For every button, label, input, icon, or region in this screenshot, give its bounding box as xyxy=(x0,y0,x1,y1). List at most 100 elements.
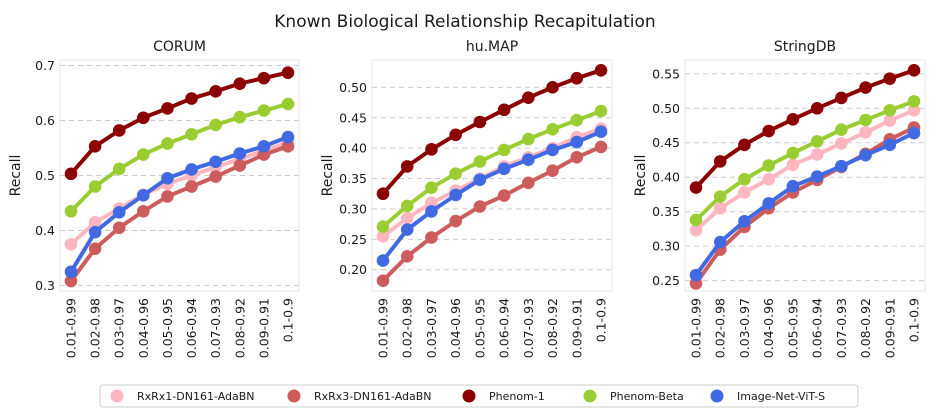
data-point xyxy=(835,123,848,136)
legend-marker xyxy=(287,389,301,403)
y-tick-label: 0.5 xyxy=(35,168,55,183)
x-tick-label: 0.07-0.93 xyxy=(834,298,849,358)
legend-label: RxRx3-DN161-AdaBN xyxy=(314,390,432,403)
series-image-net-vit-s xyxy=(376,125,608,267)
data-point xyxy=(810,170,824,183)
legend-entry-phenom-beta: Phenom-Beta xyxy=(583,389,684,403)
data-point xyxy=(400,160,414,173)
series-phenom-1 xyxy=(64,66,295,181)
data-point xyxy=(400,199,414,213)
data-point xyxy=(738,138,751,152)
data-point xyxy=(64,204,78,218)
data-point xyxy=(738,172,751,186)
data-point xyxy=(257,71,271,85)
data-point xyxy=(907,64,921,77)
series-image-net-vit-s xyxy=(64,130,295,279)
data-point xyxy=(522,132,535,146)
y-tick-label: 0.7 xyxy=(35,58,55,73)
y-tick-label: 0.20 xyxy=(339,262,367,277)
y-tick-label: 0.25 xyxy=(652,273,680,288)
x-tick-label: 0.04-0.96 xyxy=(761,298,776,358)
data-point xyxy=(883,104,897,117)
data-point xyxy=(859,113,872,127)
data-point xyxy=(137,189,150,202)
data-point xyxy=(161,190,174,203)
data-point xyxy=(425,181,438,194)
data-point xyxy=(185,180,198,193)
data-point xyxy=(762,197,775,210)
data-point xyxy=(786,146,800,160)
data-point xyxy=(713,155,727,168)
legend: RxRx1-DN161-AdaBN RxRx3-DN161-AdaBN Phenom… xyxy=(99,384,859,408)
plot-frame xyxy=(59,59,300,292)
x-tick-label: 0.02-0.98 xyxy=(400,298,415,358)
data-point xyxy=(233,110,247,124)
legend-box xyxy=(99,384,859,408)
data-point xyxy=(281,97,295,111)
data-point xyxy=(64,274,78,288)
data-point xyxy=(594,64,608,77)
data-point xyxy=(689,268,703,282)
data-point xyxy=(209,155,222,169)
data-point xyxy=(786,179,800,193)
plot-frame xyxy=(684,59,926,292)
data-point xyxy=(281,140,295,153)
data-point xyxy=(810,101,824,115)
data-point xyxy=(209,170,222,183)
data-point xyxy=(835,91,848,105)
data-point xyxy=(594,125,608,139)
series-line xyxy=(381,144,603,283)
data-point xyxy=(522,176,535,190)
x-tick-label: 0.03-0.97 xyxy=(737,298,752,358)
legend-marker xyxy=(710,389,724,403)
x-tick-label: 0.01-0.99 xyxy=(376,298,391,358)
data-point xyxy=(112,221,126,235)
data-point xyxy=(570,135,584,149)
y-tick-label: 0.35 xyxy=(339,171,367,186)
data-point xyxy=(209,118,222,132)
chart-title: CORUM xyxy=(153,39,206,55)
legend-marker xyxy=(462,389,476,403)
data-point xyxy=(64,265,78,279)
data-point xyxy=(883,138,897,152)
x-tick-label: 0.04-0.96 xyxy=(136,298,151,358)
series-line xyxy=(69,144,290,284)
data-point xyxy=(738,215,751,228)
data-point xyxy=(88,225,102,239)
legend-entry-rxrx3-dn161-adabn: RxRx3-DN161-AdaBN xyxy=(287,389,432,403)
data-point xyxy=(907,104,921,117)
chart-hu-map: 0.20 0.25 0.30 0.35 0.40 0.45 0.50 0.01-0.99 0.0… xyxy=(320,39,613,358)
data-point xyxy=(137,111,150,125)
x-tick-label: 0.02-0.98 xyxy=(88,298,103,358)
series-phenom-1 xyxy=(689,64,921,194)
data-point xyxy=(112,124,126,137)
data-point xyxy=(546,164,559,177)
y-tick-label: 0.40 xyxy=(339,141,367,156)
data-point xyxy=(570,150,584,164)
data-point xyxy=(137,204,150,218)
series-line xyxy=(694,99,916,222)
data-point xyxy=(546,123,559,136)
data-point xyxy=(449,214,462,228)
data-point xyxy=(810,135,824,148)
data-point xyxy=(570,113,584,127)
series-line xyxy=(694,125,916,286)
series-line xyxy=(381,68,603,196)
chart-stringdb: 0.25 0.30 0.35 0.40 0.45 0.50 0.55 0.01-0.99 0.0… xyxy=(633,39,926,358)
x-tick-label: 0.02-0.98 xyxy=(713,298,728,358)
legend-entry-rxrx1-dn161-adabn: RxRx1-DN161-AdaBN xyxy=(110,389,255,403)
y-tick-label: 0.50 xyxy=(339,80,367,95)
data-point xyxy=(689,213,703,227)
data-point xyxy=(185,127,198,141)
y-tick-label: 0.35 xyxy=(652,204,680,219)
y-axis-label: Recall xyxy=(320,155,336,197)
data-point xyxy=(233,159,247,172)
legend-entry-image-net-vit-s: Image-Net-ViT-S xyxy=(710,389,825,403)
data-point xyxy=(161,171,174,185)
series-line xyxy=(694,68,916,190)
x-tick-label: 0.01-0.99 xyxy=(689,298,704,358)
data-point xyxy=(88,242,102,255)
data-point xyxy=(88,215,102,229)
chart-title: hu.MAP xyxy=(466,39,518,55)
data-point xyxy=(738,186,751,199)
